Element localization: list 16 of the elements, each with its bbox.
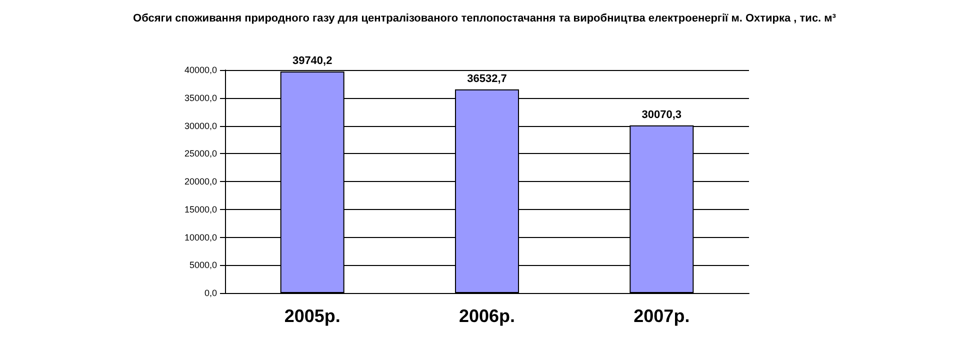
y-tick-label: 40000,0 [184, 65, 217, 75]
y-tick-label: 35000,0 [184, 92, 217, 103]
x-tick-label: 2007р. [634, 306, 690, 326]
x-tick-label: 2005р. [284, 306, 340, 326]
y-tick-label: 25000,0 [184, 148, 217, 159]
y-tick-label: 20000,0 [184, 176, 217, 186]
y-tick-label: 0,0 [204, 288, 217, 298]
y-tick-label: 5000,0 [189, 260, 217, 270]
y-tick-label: 15000,0 [184, 204, 217, 214]
data-label: 36532,7 [467, 72, 507, 85]
y-tick-label: 30000,0 [184, 120, 217, 131]
x-tick-label: 2006р. [458, 306, 516, 326]
data-label: 39740,2 [292, 54, 332, 67]
y-tick-label: 10000,0 [184, 232, 217, 242]
data-label: 30070,3 [642, 108, 682, 121]
chart-title: Обсяги споживання природного газу для централізованого теплопостачання та виробництва електроенергії м. Охтирка , тис. м³ [133, 12, 836, 24]
